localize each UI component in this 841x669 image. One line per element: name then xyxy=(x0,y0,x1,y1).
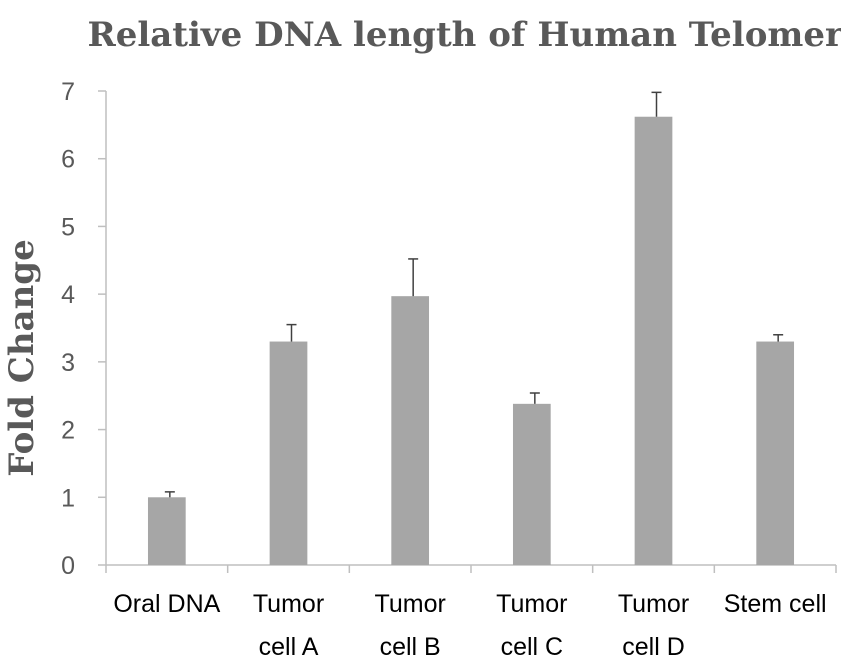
y-tick-label: 0 xyxy=(61,552,75,580)
bar xyxy=(756,341,795,565)
y-tick-label: 4 xyxy=(61,281,75,309)
y-tick-label: 2 xyxy=(61,417,75,445)
y-axis-label: Fold Change xyxy=(2,239,42,476)
category-label: cell B xyxy=(380,633,441,661)
category-label: cell C xyxy=(501,633,564,661)
category-label: Tumor xyxy=(253,590,324,618)
category-label: cell A xyxy=(259,633,319,661)
category-label: Tumor xyxy=(496,590,567,618)
chart-title: Relative DNA length of Human Telomere xyxy=(87,15,841,55)
y-tick-label: 3 xyxy=(61,349,75,377)
category-label: Tumor xyxy=(375,590,446,618)
y-axis: 0 1 2 3 4 5 6 7 xyxy=(61,78,107,580)
category-label: Tumor xyxy=(618,590,689,618)
bar xyxy=(147,497,186,565)
y-tick-label: 6 xyxy=(61,146,75,174)
y-tick-label: 1 xyxy=(61,484,75,512)
bar xyxy=(512,403,551,565)
category-labels: Oral DNA Tumor cell A Tumor cell B Tumor cell … xyxy=(113,590,826,661)
x-axis xyxy=(105,564,837,573)
category-label: Oral DNA xyxy=(113,590,220,618)
y-tick-label: 7 xyxy=(61,78,75,106)
y-tick-label: 5 xyxy=(61,213,75,241)
category-label: Stem cell xyxy=(724,590,827,618)
bar xyxy=(391,296,430,565)
category-label: cell D xyxy=(622,633,685,661)
bar xyxy=(269,341,308,565)
bar xyxy=(634,116,673,565)
error-bars xyxy=(164,91,784,498)
bars xyxy=(147,116,795,565)
